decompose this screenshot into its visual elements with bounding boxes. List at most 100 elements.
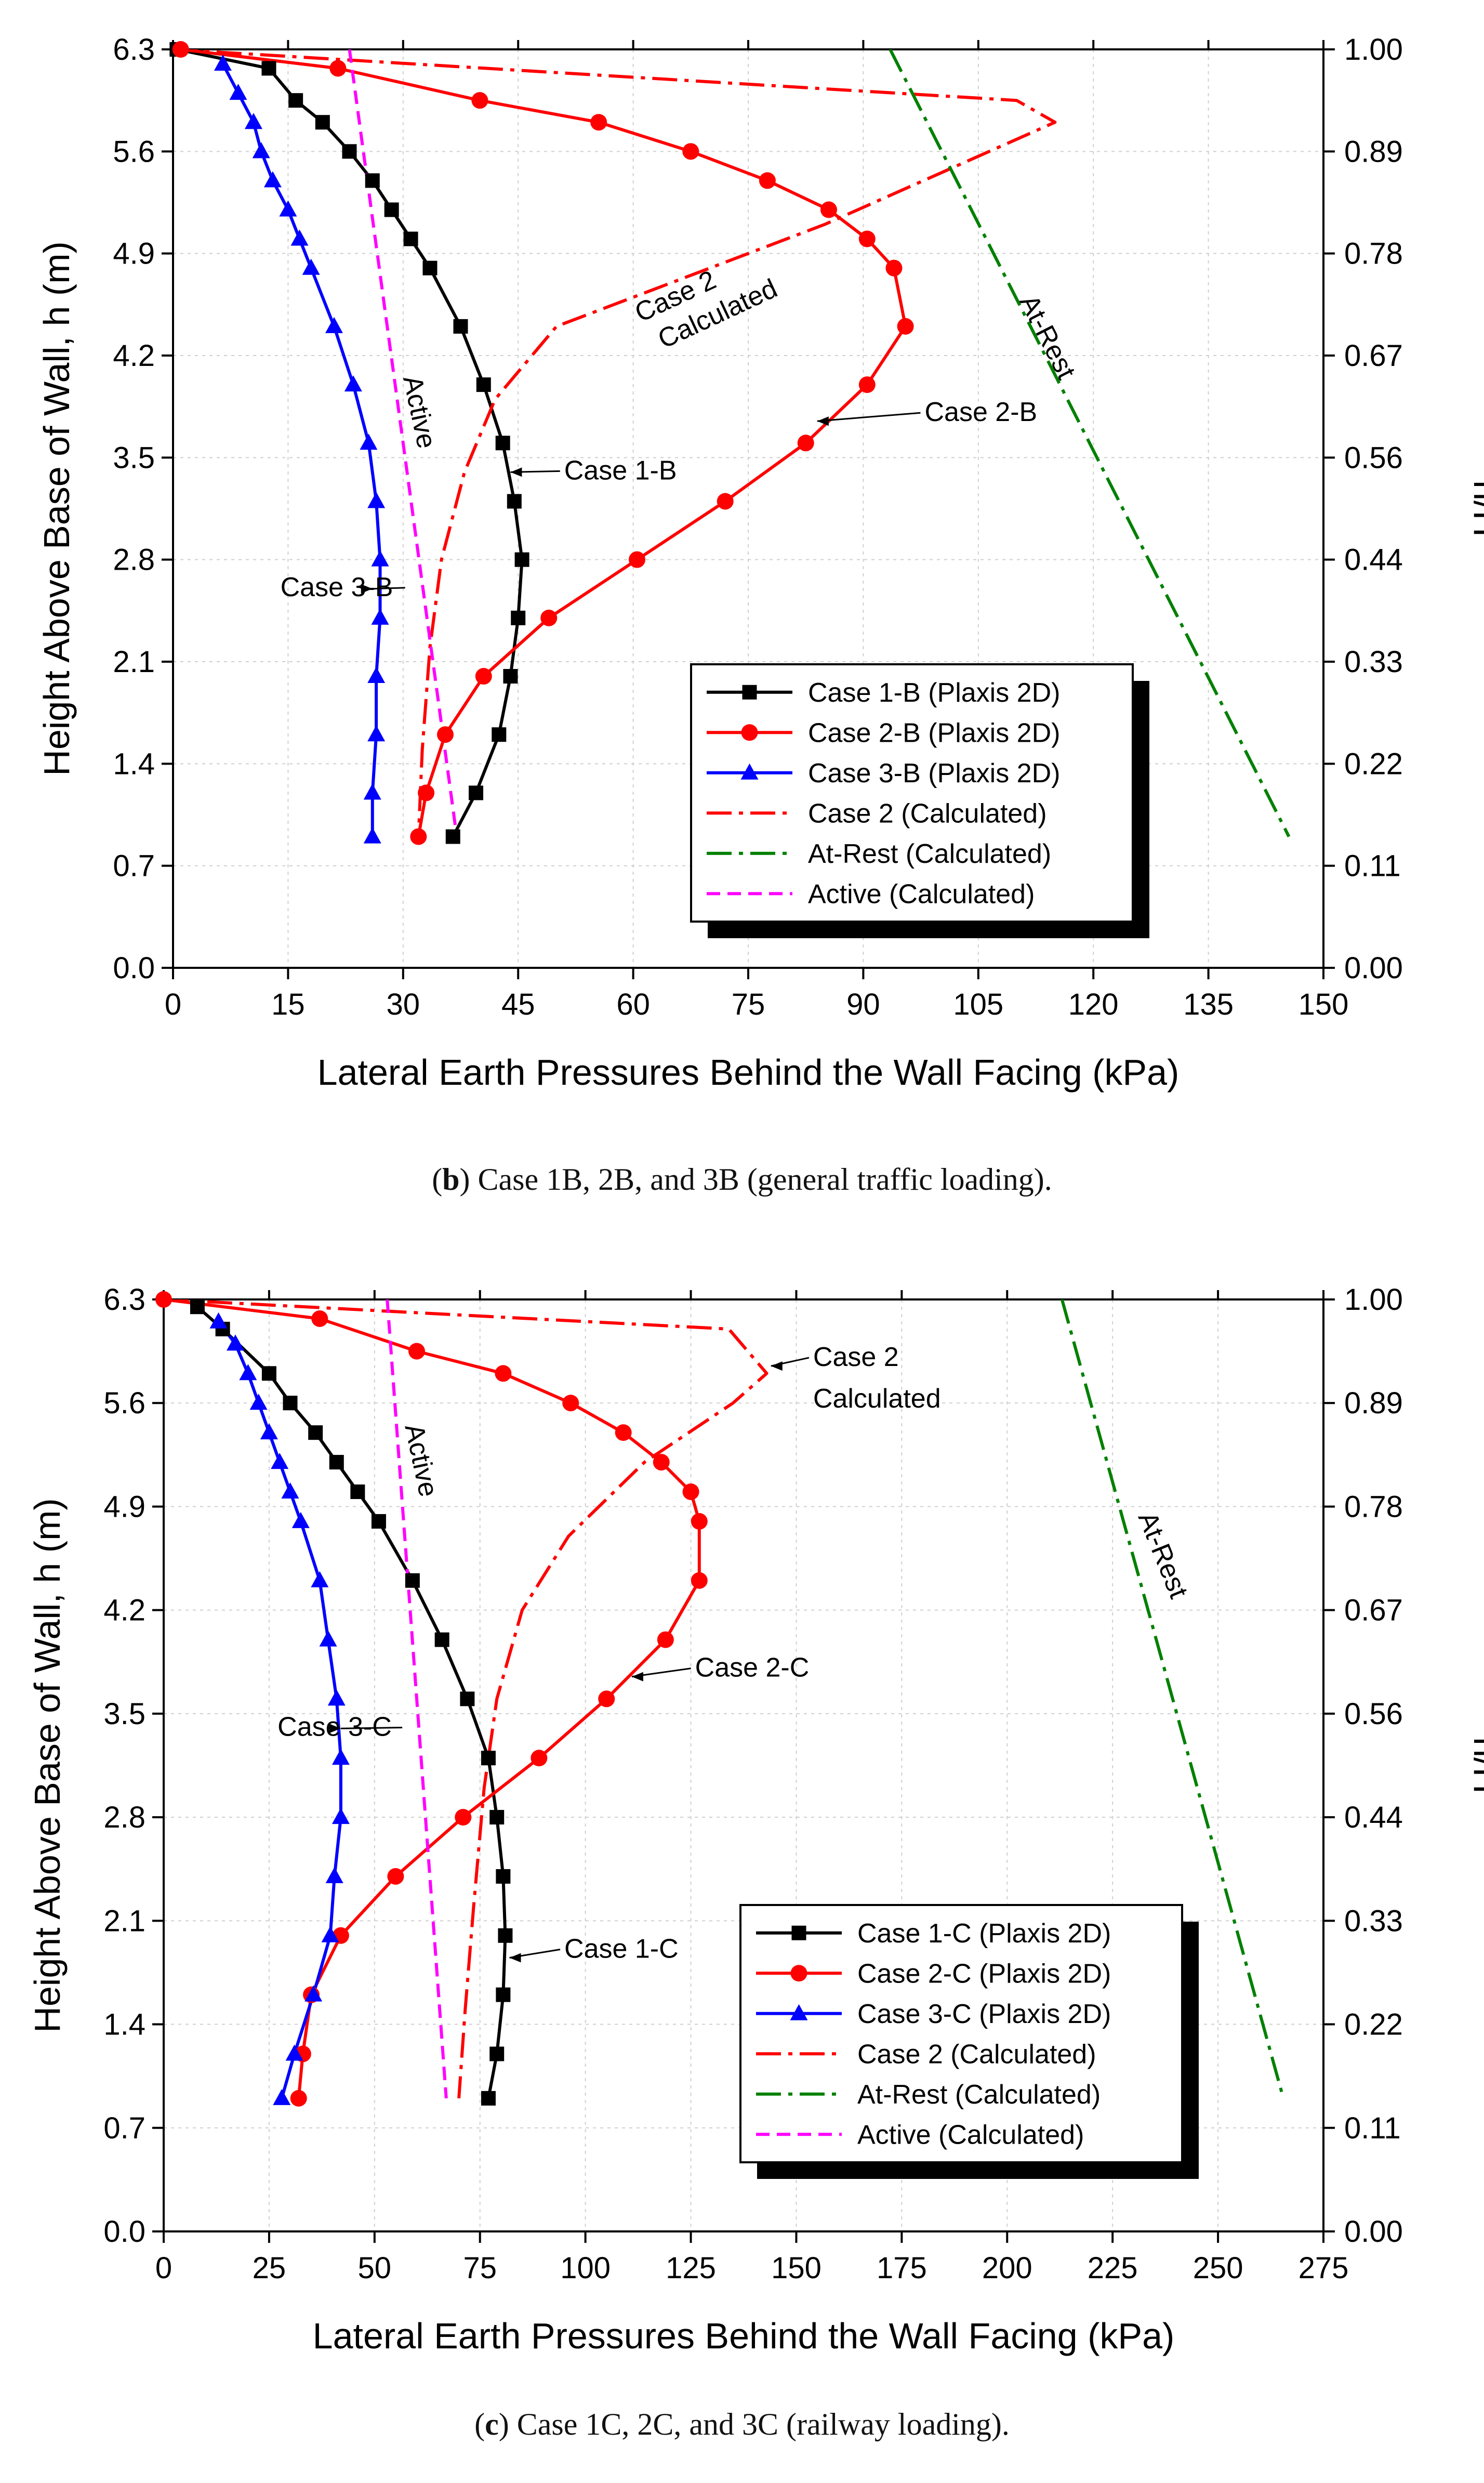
y2-tick-label: 0.89 bbox=[1344, 135, 1403, 168]
y-tick-label: 5.6 bbox=[113, 135, 155, 168]
data-point-case-1-b-plaxis-2d bbox=[422, 260, 438, 275]
data-point-case-1-c-plaxis-2d bbox=[496, 1987, 511, 2002]
legend-entry-label: Case 2-B (Plaxis 2D) bbox=[808, 718, 1060, 748]
data-point-case-3-b-plaxis-2d bbox=[367, 667, 386, 684]
y2-tick-label: 0.44 bbox=[1344, 543, 1403, 577]
legend-box bbox=[690, 663, 1134, 923]
annotation-label: At-Rest bbox=[1132, 1507, 1194, 1602]
y-tick-label: 4.9 bbox=[113, 237, 155, 271]
data-point-case-1-c-plaxis-2d bbox=[283, 1396, 298, 1411]
data-point-case-2-c-plaxis-2d bbox=[531, 1750, 548, 1767]
data-point-case-1-c-plaxis-2d bbox=[329, 1455, 344, 1470]
chart-panel-c: 0 25 50 75 100 125 150 175 200 225 250 275 0.0 0.00 0.… bbox=[27, 1283, 1484, 2356]
y-tick-label: 2.8 bbox=[103, 1801, 145, 1834]
data-point-case-1-b-plaxis-2d bbox=[342, 144, 357, 159]
legend: Case 1-C (Plaxis 2D) Case 2-C (Plaxis 2D)… bbox=[739, 1904, 1199, 2179]
y2-tick-label: 0.89 bbox=[1344, 1386, 1403, 1420]
annotation-label: Case 1-C bbox=[564, 1934, 679, 1964]
data-point-case-2-c-plaxis-2d bbox=[311, 1310, 328, 1327]
data-point-case-3-b-plaxis-2d bbox=[363, 827, 381, 844]
data-point-case-3-b-plaxis-2d bbox=[325, 317, 343, 333]
data-point-case-1-c-plaxis-2d bbox=[405, 1573, 420, 1588]
data-point-case-2-b-plaxis-2d bbox=[436, 726, 454, 743]
data-point-case-3-c-plaxis-2d bbox=[249, 1394, 268, 1410]
y-tick-label: 0.0 bbox=[113, 951, 155, 985]
x-axis-label: Lateral Earth Pressures Behind the Wall … bbox=[313, 2316, 1175, 2356]
data-point-case-3-c-plaxis-2d bbox=[285, 2044, 303, 2061]
data-point-case-2-b-plaxis-2d bbox=[418, 784, 435, 802]
legend-entry-label: Case 3-B (Plaxis 2D) bbox=[808, 758, 1060, 789]
x-tick-label: 150 bbox=[771, 2251, 822, 2285]
data-point-case-3-b-plaxis-2d bbox=[367, 725, 386, 742]
data-point-case-3-b-plaxis-2d bbox=[214, 55, 232, 71]
data-point-case-3-c-plaxis-2d bbox=[321, 1926, 339, 1942]
x-tick-label: 105 bbox=[953, 988, 1003, 1021]
data-point-case-3-c-plaxis-2d bbox=[327, 1689, 346, 1706]
data-point-case-2-b-plaxis-2d bbox=[471, 92, 488, 109]
data-point-case-1-b-plaxis-2d bbox=[261, 61, 276, 76]
data-point-case-3-c-plaxis-2d bbox=[292, 1512, 310, 1528]
data-point-case-3-b-plaxis-2d bbox=[279, 200, 297, 217]
y-tick-label: 3.5 bbox=[103, 1697, 145, 1731]
y2-tick-label: 0.00 bbox=[1344, 951, 1403, 985]
data-point-case-2-c-plaxis-2d bbox=[682, 1483, 699, 1500]
legend-entry-label: Case 2 (Calculated) bbox=[808, 798, 1047, 829]
data-point-case-1-b-plaxis-2d bbox=[495, 436, 510, 451]
legend-box bbox=[739, 1904, 1183, 2163]
y2-tick-label: 0.56 bbox=[1344, 1697, 1403, 1731]
series-line-case-2-calculated bbox=[164, 1299, 769, 2099]
data-point-case-2-b-plaxis-2d bbox=[885, 259, 903, 277]
series-line-case-2-c-plaxis-2d bbox=[164, 1299, 701, 2099]
legend-marker bbox=[791, 1925, 806, 1940]
data-point-case-3-b-plaxis-2d bbox=[302, 258, 320, 275]
x-tick-label: 60 bbox=[616, 988, 650, 1021]
annotation-label: Case 3-B bbox=[281, 572, 393, 602]
x-tick-label: 0 bbox=[155, 2251, 172, 2285]
data-point-case-1-b-plaxis-2d bbox=[492, 727, 507, 742]
x-tick-label: 25 bbox=[253, 2251, 286, 2285]
data-point-case-1-c-plaxis-2d bbox=[498, 1928, 513, 1943]
y-tick-label: 0.0 bbox=[103, 2215, 145, 2249]
legend-marker bbox=[741, 724, 758, 741]
legend-entry-label: At-Rest (Calculated) bbox=[857, 2080, 1101, 2110]
x-tick-label: 75 bbox=[732, 988, 765, 1021]
annotation-label: Active bbox=[399, 1421, 443, 1500]
data-point-case-2-b-plaxis-2d bbox=[540, 609, 558, 626]
data-point-case-1-c-plaxis-2d bbox=[190, 1299, 205, 1315]
data-point-case-1-b-plaxis-2d bbox=[445, 829, 460, 844]
data-point-case-1-b-plaxis-2d bbox=[384, 202, 399, 217]
annotation-arrow bbox=[817, 412, 921, 422]
legend-entry-label: Active (Calculated) bbox=[808, 879, 1035, 909]
y2-tick-label: 0.00 bbox=[1344, 2215, 1403, 2249]
annotation-arrowhead bbox=[771, 1361, 783, 1371]
series-line-case-3-b-plaxis-2d bbox=[221, 63, 382, 837]
data-point-case-2-c-plaxis-2d bbox=[653, 1454, 670, 1471]
y-tick-label: 1.4 bbox=[113, 747, 155, 781]
legend-entry-label: Case 1-C (Plaxis 2D) bbox=[857, 1919, 1111, 1949]
annotation-arrow bbox=[372, 587, 405, 590]
data-point-case-1-c-plaxis-2d bbox=[496, 1869, 511, 1884]
data-point-case-2-b-plaxis-2d bbox=[628, 551, 645, 568]
series-line-active-calculated bbox=[386, 1299, 448, 2099]
data-point-case-2-b-plaxis-2d bbox=[682, 143, 699, 160]
y-tick-label: 0.7 bbox=[103, 2111, 145, 2145]
x-tick-label: 135 bbox=[1183, 988, 1234, 1021]
x-tick-label: 275 bbox=[1298, 2251, 1349, 2285]
caption-c: (c) Case 1C, 2C, and 3C (railway loading… bbox=[474, 2407, 1010, 2441]
x-tick-label: 0 bbox=[165, 988, 181, 1021]
data-point-case-3-c-plaxis-2d bbox=[226, 1334, 244, 1351]
y-axis-label: Height Above Base of Wall, h (m) bbox=[36, 241, 77, 776]
x-tick-label: 45 bbox=[501, 988, 535, 1021]
data-point-case-1-c-plaxis-2d bbox=[481, 2091, 496, 2106]
x-tick-label: 30 bbox=[387, 988, 420, 1021]
data-point-case-1-b-plaxis-2d bbox=[365, 173, 380, 188]
annotation-label: Case 2-C bbox=[695, 1653, 810, 1683]
annotation-label: Case 2 bbox=[813, 1342, 899, 1372]
chart-panel-b: 0 15 30 45 60 75 90 105 120 135 150 0.0 0.00 0.7 0.11 1… bbox=[36, 33, 1484, 1093]
series-line-at-rest-calculated bbox=[889, 49, 1291, 837]
data-point-case-2-c-plaxis-2d bbox=[290, 2090, 307, 2107]
data-point-case-1-b-plaxis-2d bbox=[288, 93, 303, 108]
data-point-case-3-c-plaxis-2d bbox=[304, 1985, 323, 2002]
data-point-case-2-b-plaxis-2d bbox=[475, 668, 492, 685]
